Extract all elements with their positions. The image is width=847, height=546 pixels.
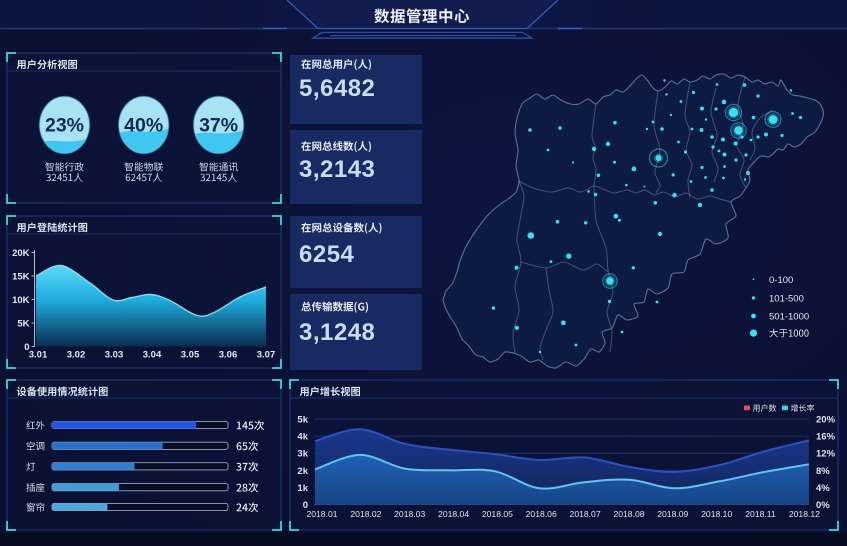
svg-text:2018.05: 2018.05 [482,509,513,519]
svg-text:3.06: 3.06 [219,350,238,361]
svg-text:3.01: 3.01 [29,350,48,361]
svg-text:501-1000: 501-1000 [769,312,809,323]
svg-text:2018.03: 2018.03 [394,509,425,519]
svg-text:2018.12: 2018.12 [789,509,820,519]
svg-text:2k: 2k [297,466,308,477]
svg-text:0-100: 0-100 [769,275,793,286]
svg-text:0: 0 [303,500,308,511]
svg-text:10K: 10K [12,295,30,306]
svg-text:23%: 23% [45,115,84,137]
svg-text:3k: 3k [297,449,308,460]
svg-text:2018.07: 2018.07 [570,509,601,519]
svg-text:3,1248: 3,1248 [299,319,375,346]
svg-text:2018.09: 2018.09 [657,509,688,519]
svg-text:4k: 4k [297,432,308,443]
svg-text:4%: 4% [816,483,830,494]
svg-text:3,2143: 3,2143 [299,156,375,183]
svg-text:5,6482: 5,6482 [299,75,375,102]
svg-text:101-500: 101-500 [769,293,804,304]
svg-text:5k: 5k [297,415,308,426]
svg-text:2018.11: 2018.11 [745,509,776,519]
svg-text:16%: 16% [816,432,836,443]
svg-text:2018.04: 2018.04 [438,509,469,519]
svg-text:6254: 6254 [299,241,355,268]
svg-text:3.02: 3.02 [67,350,86,361]
svg-text:37%: 37% [199,115,238,137]
svg-text:3.03: 3.03 [105,350,124,361]
svg-text:20%: 20% [816,415,836,426]
svg-text:0: 0 [24,342,29,353]
svg-text:15K: 15K [12,272,30,283]
svg-text:40%: 40% [124,115,163,137]
svg-text:0%: 0% [816,500,830,511]
svg-text:2018.02: 2018.02 [350,509,381,519]
svg-text:3.04: 3.04 [143,350,162,361]
svg-text:2018.06: 2018.06 [526,509,557,519]
svg-text:8%: 8% [816,466,830,477]
svg-text:12%: 12% [816,449,836,460]
svg-text:2018.08: 2018.08 [613,509,644,519]
svg-text:3.07: 3.07 [257,350,276,361]
svg-text:2018.01: 2018.01 [306,509,337,519]
svg-text:20K: 20K [12,248,30,259]
svg-text:2018.10: 2018.10 [701,509,732,519]
svg-text:1k: 1k [297,483,308,494]
svg-text:3.05: 3.05 [181,350,200,361]
svg-text:5K: 5K [17,319,29,330]
